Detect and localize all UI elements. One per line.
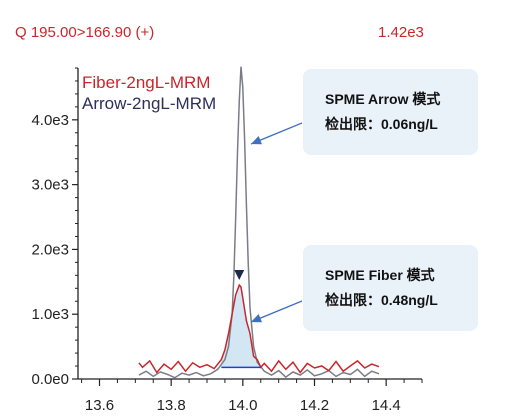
- arrow-mode-lod: 检出限：0.06ng/L: [325, 116, 438, 132]
- series-line-arrow: [138, 66, 380, 379]
- y-tick-label: 2.0e3: [31, 241, 69, 258]
- peak-marker-icon: [234, 270, 245, 281]
- y-tick-label: 1.0e3: [31, 306, 69, 323]
- fiber-mode-callout: SPME Fiber 模式 检出限：0.48ng/L: [303, 245, 478, 331]
- y-tick-label: 3.0e3: [31, 177, 69, 194]
- fiber-callout-pointer-head: [251, 314, 262, 323]
- transition-label: Q 195.00>166.90 (+): [15, 24, 155, 41]
- x-tick-label: 14.0: [228, 397, 257, 414]
- series-line-fiber: [138, 283, 380, 374]
- legend: Fiber-2ngL-MRM Arrow-2ngL-MRM: [82, 72, 216, 114]
- arrow-callout-pointer-head: [251, 136, 262, 145]
- fiber-mode-title: SPME Fiber 模式: [325, 267, 435, 283]
- x-tick-label: 13.6: [85, 397, 114, 414]
- x-tick-label: 14.4: [372, 397, 401, 414]
- fiber-peak-area: [221, 285, 261, 368]
- x-tick-label: 14.2: [300, 397, 329, 414]
- fiber-mode-lod: 检出限：0.48ng/L: [325, 292, 438, 308]
- y-tick-label: 4.0e3: [31, 112, 69, 129]
- arrow-mode-callout: SPME Arrow 模式 检出限：0.06ng/L: [303, 69, 478, 155]
- y-tick-label: 0.0e0: [31, 371, 69, 388]
- legend-arrow: Arrow-2ngL-MRM: [82, 94, 217, 113]
- x-tick-label: 13.8: [157, 397, 186, 414]
- legend-fiber: Fiber-2ngL-MRM: [82, 73, 211, 92]
- max-intensity-label: 1.42e3: [378, 24, 424, 41]
- arrow-mode-title: SPME Arrow 模式: [325, 91, 441, 107]
